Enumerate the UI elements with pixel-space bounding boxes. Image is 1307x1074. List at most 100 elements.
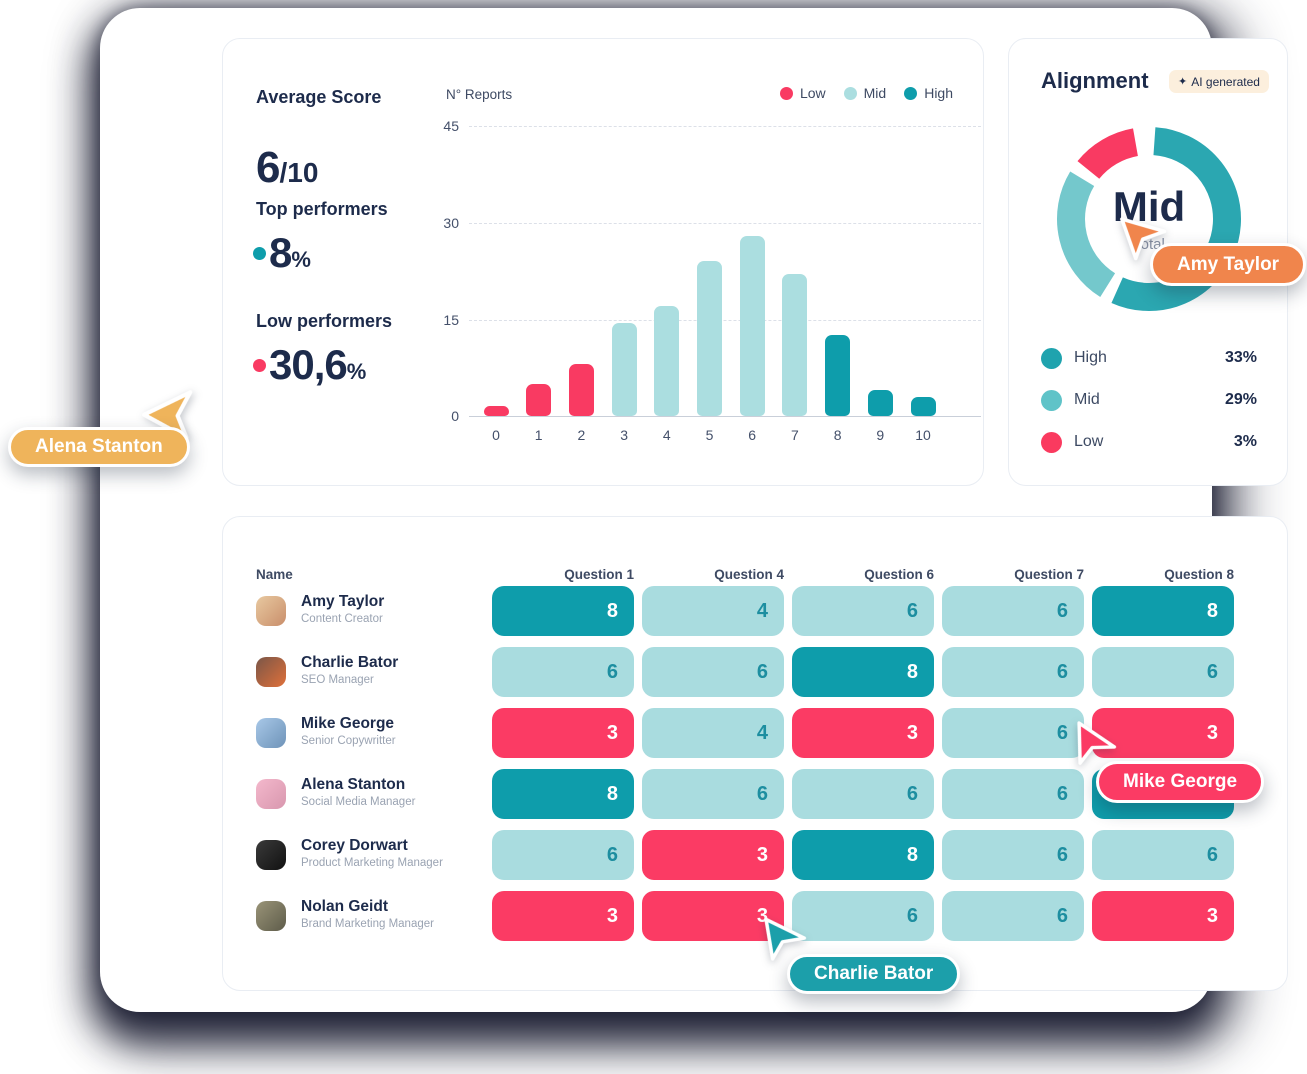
- score-cell[interactable]: 3: [1092, 708, 1234, 758]
- avatar: [256, 596, 286, 626]
- y-tick-15: 15: [443, 312, 459, 328]
- avatar: [256, 901, 286, 931]
- x-tick-7: 7: [790, 427, 799, 443]
- person-name: Charlie Bator: [301, 654, 399, 671]
- table-header-question-1: Question 1: [564, 567, 634, 582]
- bar-score-2[interactable]: [568, 364, 594, 416]
- bar-score-8[interactable]: [825, 335, 851, 416]
- legend-mid-dot-icon: [843, 86, 857, 100]
- main-panel: Average Score 6 /10 Top performers 8 % L…: [100, 8, 1288, 1012]
- sparkle-icon: ✦: [1178, 76, 1188, 88]
- x-tick-3: 3: [620, 427, 628, 443]
- average-score-label: Average Score: [256, 87, 382, 107]
- table-row-nolan-geidt[interactable]: Nolan Geidt Brand Marketing Manager 3 3 …: [223, 891, 1287, 941]
- alignment-title: Alignment: [1041, 68, 1149, 93]
- alignment-legend-low: Low 3%: [1041, 431, 1257, 453]
- table-row-mike-george[interactable]: Mike George Senior Copywritter 3 4 3 6 3: [223, 708, 1287, 758]
- bar-score-7[interactable]: [782, 274, 808, 416]
- bar-score-6[interactable]: [739, 236, 765, 416]
- table-header-name: Name: [256, 567, 293, 582]
- top-performers-dot-icon: [253, 246, 266, 260]
- ai-generated-label: AI generated: [1191, 74, 1260, 89]
- score-cell[interactable]: 6: [492, 647, 634, 697]
- score-cell[interactable]: 8: [792, 647, 934, 697]
- low-performers-value: 30,6: [269, 341, 348, 388]
- avatar: [256, 840, 286, 870]
- score-cell[interactable]: 3: [792, 708, 934, 758]
- alignment-mid-label: Mid: [1074, 391, 1100, 408]
- score-cell[interactable]: 6: [792, 891, 934, 941]
- score-cell[interactable]: 6: [942, 769, 1084, 819]
- score-cell[interactable]: 6: [942, 647, 1084, 697]
- score-cell[interactable]: 6: [942, 586, 1084, 636]
- legend-high-dot-icon: [904, 86, 918, 100]
- score-cell[interactable]: 4: [642, 586, 784, 636]
- table-row-corey-dorwart[interactable]: Corey Dorwart Product Marketing Manager …: [223, 830, 1287, 880]
- table-row-charlie-bator[interactable]: Charlie Bator SEO Manager 6 6 8 6 6: [223, 647, 1287, 697]
- cursor-name: Mike George: [1123, 771, 1238, 792]
- score-cell[interactable]: 8: [492, 586, 634, 636]
- score-cell[interactable]: 4: [642, 708, 784, 758]
- alignment-donut-chart[interactable]: [1049, 119, 1249, 319]
- bar-score-1[interactable]: [526, 384, 552, 416]
- bar-score-10[interactable]: [910, 397, 936, 416]
- score-cell[interactable]: 6: [1092, 830, 1234, 880]
- x-tick-5: 5: [705, 427, 714, 443]
- x-tick-10: 10: [915, 427, 931, 443]
- amy-cursor-icon: [1120, 217, 1167, 261]
- alignment-legend-high: High 33%: [1041, 347, 1257, 369]
- person-role: Content Creator: [301, 613, 383, 625]
- score-cell[interactable]: 6: [942, 891, 1084, 941]
- low-performers-label: Low performers: [256, 311, 393, 331]
- avatar: [256, 657, 286, 687]
- cursor-label-mike-george: Mike George: [1096, 761, 1265, 803]
- alignment-mid-dot-icon: [1041, 389, 1062, 411]
- gridline-15: [469, 320, 981, 321]
- cursor-name: Charlie Bator: [814, 963, 934, 984]
- top-performers-label: Top performers: [256, 199, 388, 219]
- charlie-cursor-icon: [764, 917, 807, 961]
- bar-score-3[interactable]: [611, 323, 637, 416]
- bar-chart-title: N° Reports: [446, 87, 513, 102]
- score-cell[interactable]: 3: [492, 708, 634, 758]
- score-cell[interactable]: 3: [492, 891, 634, 941]
- person-name: Alena Stanton: [301, 776, 406, 793]
- score-cell[interactable]: 6: [492, 830, 634, 880]
- legend-item-low: Low: [779, 85, 826, 101]
- y-tick-45: 45: [443, 118, 459, 134]
- top-performers-value: 8: [269, 229, 292, 276]
- score-cell[interactable]: 6: [642, 769, 784, 819]
- score-cell[interactable]: 6: [792, 586, 934, 636]
- score-cell[interactable]: 3: [642, 891, 784, 941]
- score-cell[interactable]: 6: [642, 647, 784, 697]
- gridline-30: [469, 223, 981, 224]
- score-cell[interactable]: 8: [492, 769, 634, 819]
- person-name: Mike George: [301, 715, 395, 732]
- alignment-high-label: High: [1074, 349, 1107, 366]
- x-tick-4: 4: [662, 427, 671, 443]
- person-role: Brand Marketing Manager: [301, 918, 434, 930]
- legend-mid-label: Mid: [863, 85, 887, 101]
- score-cell[interactable]: 3: [1092, 891, 1234, 941]
- score-cell[interactable]: 8: [792, 830, 934, 880]
- bar-score-5[interactable]: [697, 261, 722, 416]
- gridline-45: [469, 126, 981, 127]
- score-cell[interactable]: 8: [1092, 586, 1234, 636]
- score-cell[interactable]: 3: [642, 830, 784, 880]
- score-cell[interactable]: 6: [942, 830, 1084, 880]
- bar-score-9[interactable]: [867, 390, 893, 416]
- donut-segment-mid[interactable]: [1049, 119, 1249, 319]
- table-header-question-6: Question 6: [864, 567, 934, 582]
- table-row-amy-taylor[interactable]: Amy Taylor Content Creator 8 4 6 6 8: [223, 586, 1287, 636]
- table-header-question-8: Question 8: [1164, 567, 1234, 582]
- alignment-low-value: 3%: [1233, 433, 1257, 450]
- score-cell[interactable]: 6: [942, 708, 1084, 758]
- alignment-high-dot-icon: [1041, 347, 1062, 369]
- donut-segment-high[interactable]: [1057, 127, 1241, 311]
- bar-score-0[interactable]: [483, 406, 509, 416]
- score-cell[interactable]: 6: [792, 769, 934, 819]
- table-header-question-7: Question 7: [1014, 567, 1084, 582]
- score-cell[interactable]: 6: [1092, 647, 1234, 697]
- bar-score-4[interactable]: [654, 306, 680, 416]
- average-score-value: 6: [256, 143, 281, 192]
